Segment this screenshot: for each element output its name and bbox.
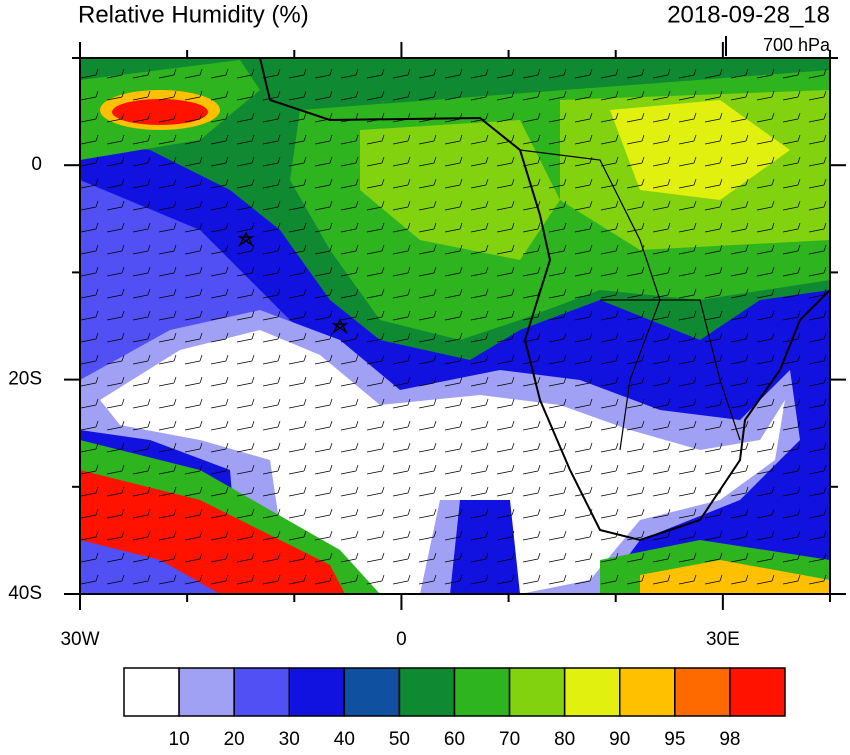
x-tick-label: 0 xyxy=(396,629,407,650)
colorbar-label: 50 xyxy=(389,729,410,750)
colorbar-label: 10 xyxy=(169,729,190,750)
colorbar-box xyxy=(508,667,566,717)
colorbar-box xyxy=(563,667,621,717)
x-tick-label: 30W xyxy=(60,629,99,650)
colorbar-box xyxy=(674,667,731,717)
colorbar-label: 70 xyxy=(499,729,520,750)
colorbar-box xyxy=(453,667,511,717)
title: Relative Humidity (%) xyxy=(78,1,309,28)
x-tick-label: 30E xyxy=(706,629,740,650)
colorbar-box xyxy=(178,667,235,717)
colorbar-label: 80 xyxy=(554,729,575,750)
colorbar-box xyxy=(398,667,456,717)
humidity-field xyxy=(80,58,830,594)
colorbar-box xyxy=(619,667,676,717)
map-frame xyxy=(79,57,831,595)
colorbar-label: 30 xyxy=(279,729,300,750)
colorbar-label: 20 xyxy=(224,729,245,750)
y-tick-label: 20S xyxy=(8,369,42,390)
colorbar-label: 95 xyxy=(664,729,685,750)
colorbar-label: 98 xyxy=(719,729,740,750)
colorbar-box xyxy=(288,667,346,717)
colorbar-box xyxy=(343,667,401,717)
colorbar-label: 40 xyxy=(334,729,355,750)
colorbar-box xyxy=(233,667,291,717)
y-tick-label: 0 xyxy=(31,154,42,175)
colorbar-box xyxy=(123,667,180,717)
colorbar-label: 60 xyxy=(444,729,465,750)
colorbar-box xyxy=(729,667,786,717)
y-tick-label: 40S xyxy=(8,583,42,604)
level: 700 hPa xyxy=(763,35,831,55)
colorbar-label: 90 xyxy=(609,729,630,750)
date: 2018-09-28_18 xyxy=(667,1,830,28)
